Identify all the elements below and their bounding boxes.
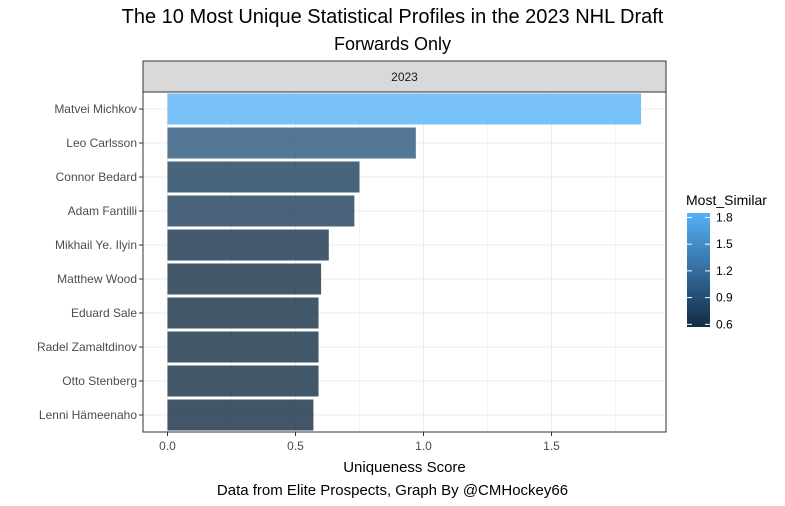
chart-subtitle: Forwards Only	[333, 34, 452, 54]
bar	[167, 297, 319, 329]
x-tick-label: 0.5	[287, 439, 304, 453]
y-tick-label: Radel Zamaltdinov	[37, 340, 137, 354]
bar	[167, 399, 314, 431]
legend-label: 0.9	[716, 291, 733, 305]
bar	[167, 195, 355, 227]
legend-colorbar	[687, 213, 710, 327]
y-tick-label: Matvei Michkov	[54, 102, 137, 116]
x-tick-label: 1.0	[415, 439, 432, 453]
y-tick-label: Matthew Wood	[57, 272, 137, 286]
bar	[167, 331, 319, 363]
x-tick-label: 1.5	[543, 439, 560, 453]
y-tick-label: Eduard Sale	[71, 306, 137, 320]
y-tick-label: Otto Stenberg	[62, 374, 137, 388]
chart-title: The 10 Most Unique Statistical Profiles …	[121, 6, 664, 28]
legend-ticks: 1.8 1.5 1.2 0.9 0.6	[687, 210, 733, 331]
x-axis: 0.0 0.5 1.0 1.5	[159, 432, 560, 453]
y-axis: Matvei Michkov Leo Carlsson Connor Bedard A…	[37, 102, 143, 422]
y-tick-label: Lenni Hämeenaho	[39, 408, 137, 422]
facet-strip-label: 2023	[391, 70, 418, 84]
legend-label: 0.6	[716, 317, 733, 331]
chart-caption: Data from Elite Prospects, Graph By @CMH…	[216, 482, 569, 499]
bar	[167, 161, 360, 193]
x-tick-label: 0.0	[159, 439, 176, 453]
legend-label: 1.2	[716, 264, 733, 278]
facet-strip	[142, 60, 667, 93]
legend-title: Most_Similar	[686, 192, 767, 208]
x-axis-title: Uniqueness Score	[343, 459, 466, 476]
bar	[167, 93, 642, 125]
y-tick-label: Adam Fantilli	[68, 204, 137, 218]
bar	[167, 263, 322, 295]
y-tick-label: Leo Carlsson	[66, 136, 137, 150]
bar	[167, 127, 416, 159]
legend: Most_Similar 1.8 1.5 1.2 0.9 0.6	[686, 192, 767, 331]
legend-label: 1.5	[716, 237, 733, 251]
bars	[167, 93, 642, 431]
bar	[167, 229, 329, 261]
legend-label: 1.8	[716, 210, 733, 224]
y-tick-label: Mikhail Ye. Ilyin	[55, 238, 137, 252]
y-tick-label: Connor Bedard	[56, 170, 137, 184]
bar	[167, 365, 319, 397]
